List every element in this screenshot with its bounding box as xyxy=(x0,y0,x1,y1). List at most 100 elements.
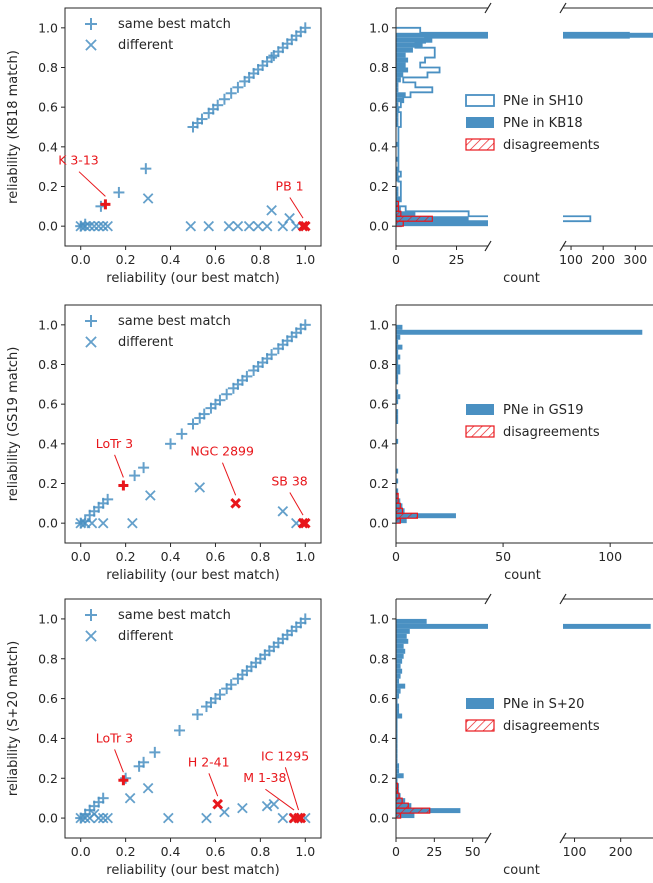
hist3-bar-0-35 xyxy=(396,344,403,350)
hist5-legend-label-0: PNe in S+20 xyxy=(503,697,584,712)
hist5-xtick-label-1-1: 200 xyxy=(609,844,633,859)
scatter4-s1-point-8-b xyxy=(142,782,154,794)
scatter4-ytick-label-3: 0.6 xyxy=(38,691,58,706)
scatter4-s1-point-10-b xyxy=(201,812,212,824)
hist5-legend-label-1: disagreements xyxy=(503,719,600,734)
hist5-legend-swatch-1 xyxy=(465,719,495,732)
hist5-bar-0-25 xyxy=(396,688,401,694)
hist5-bar-0-15 xyxy=(396,738,398,744)
hist3-ytick-label-1: 0.2 xyxy=(369,476,389,491)
scatter0-s1-point-9-b xyxy=(203,220,215,232)
scatter0-s1-point-1 xyxy=(79,220,91,232)
scatter2-annotation-line-1 xyxy=(221,462,237,496)
hist5-break-mark-3 xyxy=(559,832,567,844)
scatter4-s3-point-0 xyxy=(212,798,224,810)
hist5-bar-0-27 xyxy=(396,678,400,684)
hist3-bar-0-8 xyxy=(396,478,399,484)
hist5-bar-0-32 xyxy=(396,653,404,659)
hist3-legend-swatch-0 xyxy=(466,404,494,415)
hist3-bar-0-6 xyxy=(396,488,399,494)
scatter2-s1-point-6-b xyxy=(194,482,206,493)
scatter4-s1-point-7-b xyxy=(124,792,136,804)
hist3-bars-0 xyxy=(396,324,643,524)
scatter0-xtick-label-2: 0.4 xyxy=(161,252,181,267)
hist1-xlabel: count xyxy=(503,271,540,286)
scatter4-annotation-line-0 xyxy=(114,749,124,773)
hist1-segment-0: 0 25 xyxy=(392,7,488,267)
hist1-bar-1-0 xyxy=(396,221,488,227)
histogram-panel-3: 0 50 100 0.0 0.2 0.4 0.6 0.8 1.0 count PNe in GS19… xyxy=(369,304,653,583)
scatter0-s3-point-1-b xyxy=(299,220,311,232)
scatter-frame-4 xyxy=(64,598,322,839)
hist1-bar-1-25 xyxy=(396,97,404,103)
hist1-bar-1-38 xyxy=(396,32,488,38)
hist1-bar-1-5 xyxy=(396,196,401,202)
scatter0-s1-point-12 xyxy=(243,220,255,232)
hist1-break-mark-0 xyxy=(484,2,492,14)
scatter4-s1-point-15 xyxy=(277,812,289,824)
scatter2-xtick-label-5: 1.0 xyxy=(295,549,315,564)
scatter0-ytick-label-3: 0.6 xyxy=(38,100,58,115)
hist3-bar-0-37 xyxy=(396,334,401,340)
hist1-bar-1-36 xyxy=(396,42,423,48)
hist1-bar-1-21 xyxy=(396,117,399,123)
scatter4-ytick-label-1: 0.2 xyxy=(38,771,58,786)
hist3-bar-1-3 xyxy=(396,502,401,509)
scatter4-s1-point-12-b xyxy=(237,802,248,814)
hist5-ytick-label-1: 0.2 xyxy=(369,771,389,786)
hist5-bars-0 xyxy=(396,618,488,819)
scatter-frame-0 xyxy=(64,7,322,247)
hist1-bar-1-34 xyxy=(396,52,406,58)
hist5-bar-0-13 xyxy=(396,748,398,754)
scatter0-s1-point-8 xyxy=(185,220,197,232)
hist5-break-mark-0 xyxy=(484,593,492,605)
hist1-bar-1-11 xyxy=(396,166,399,172)
hist3-bar-0-34 xyxy=(396,349,399,355)
scatter2-annotation-2: SB 38 xyxy=(271,473,307,488)
hist5-bar-0-35 xyxy=(396,638,409,644)
scatter2-s1-point-2-b xyxy=(86,517,98,529)
scatter4-s0-point-15 xyxy=(214,689,226,701)
scatter2-xtick-label-4: 0.8 xyxy=(250,549,270,564)
hist5-bar-0-22 xyxy=(396,703,400,709)
hist3-bar-0-32 xyxy=(396,359,399,365)
hist1-bar-1-23 xyxy=(396,107,399,113)
scatter0-legend-marker-1 xyxy=(85,39,97,51)
hist1-bar-1-26 xyxy=(396,92,406,98)
scatter4-s1-point-14 xyxy=(268,798,280,810)
scatter4-s3-point-3-b xyxy=(295,812,307,824)
scatter2-xtick-label-1: 0.2 xyxy=(116,549,136,564)
scatter2-s0-point-17 xyxy=(221,388,233,400)
scatter4-s0-point-11 xyxy=(191,709,203,721)
hist1-legend-swatch-2 xyxy=(465,138,495,151)
hist5-bar-1-3 xyxy=(396,797,403,804)
scatter2-s3-point-2 xyxy=(299,517,311,529)
hist1-legend: PNe in SH10 PNe in KB18 disagreements xyxy=(465,94,600,153)
scatter0-s3-point-0 xyxy=(297,220,309,232)
scatter4-annotation-line-3 xyxy=(284,767,300,811)
hist1-ytick-label-4: 0.8 xyxy=(369,60,389,75)
hist5-bar-0-18 xyxy=(396,723,398,729)
hist1-bar-1-16 xyxy=(396,141,399,147)
hist1-bar-1-2 xyxy=(396,211,416,217)
scatter0-s1-point-4 xyxy=(93,220,104,232)
scatter0-s1-point-2 xyxy=(84,220,96,232)
scatter2-s0-point-9 xyxy=(165,438,177,450)
hist1-bars-1 xyxy=(563,31,653,223)
scatter0-s1-point-4-b xyxy=(93,220,104,232)
scatter2-s3-point-0-b xyxy=(230,498,241,509)
hist5-ytick-label-3: 0.6 xyxy=(369,691,389,706)
scatter4-xlabel: reliability (our best match) xyxy=(106,863,279,878)
scatter2-s1-point-5 xyxy=(145,490,156,501)
hist3-xtick-label-0-1: 50 xyxy=(495,549,511,564)
hist3-bar-0-20 xyxy=(396,419,399,424)
scatter4-s1-point-9-b xyxy=(162,812,174,824)
hist1-xtick-label-1-2: 300 xyxy=(623,252,647,267)
scatter0-s1-point-8-b xyxy=(185,220,197,232)
scatter4-xtick-label-1: 0.2 xyxy=(116,844,136,859)
scatter2-s1-point-0-b xyxy=(75,517,87,529)
hist3-bar-0-38 xyxy=(396,329,643,335)
scatter4-annotation-line-2 xyxy=(265,788,295,811)
hist3-bar-0-10 xyxy=(396,468,399,474)
hist5-bar-0-23 xyxy=(396,698,398,704)
